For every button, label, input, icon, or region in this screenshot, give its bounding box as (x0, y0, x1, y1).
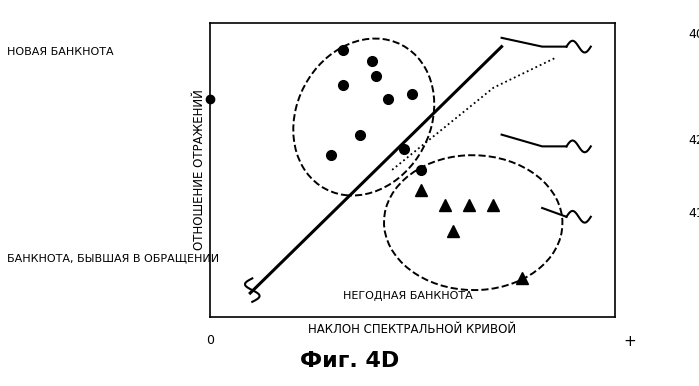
Text: +: + (624, 334, 636, 349)
Text: БАНКНОТА, БЫВШАЯ В ОБРАЩЕНИИ: БАНКНОТА, БЫВШАЯ В ОБРАЩЕНИИ (7, 253, 219, 263)
Text: 40: 40 (688, 29, 699, 41)
Text: 0: 0 (206, 334, 214, 347)
Y-axis label: ОТНОШЕНИЕ ОТРАЖЕНИЙ: ОТНОШЕНИЕ ОТРАЖЕНИЙ (192, 90, 206, 250)
Text: 42: 42 (688, 134, 699, 147)
Text: Фиг. 4D: Фиг. 4D (300, 350, 399, 371)
Text: НЕГОДНАЯ БАНКНОТА: НЕГОДНАЯ БАНКНОТА (343, 291, 473, 301)
Text: НОВАЯ БАНКНОТА: НОВАЯ БАНКНОТА (7, 47, 114, 58)
X-axis label: НАКЛОН СПЕКТРАЛЬНОЙ КРИВОЙ: НАКЛОН СПЕКТРАЛЬНОЙ КРИВОЙ (308, 323, 517, 337)
Text: 41: 41 (688, 207, 699, 220)
